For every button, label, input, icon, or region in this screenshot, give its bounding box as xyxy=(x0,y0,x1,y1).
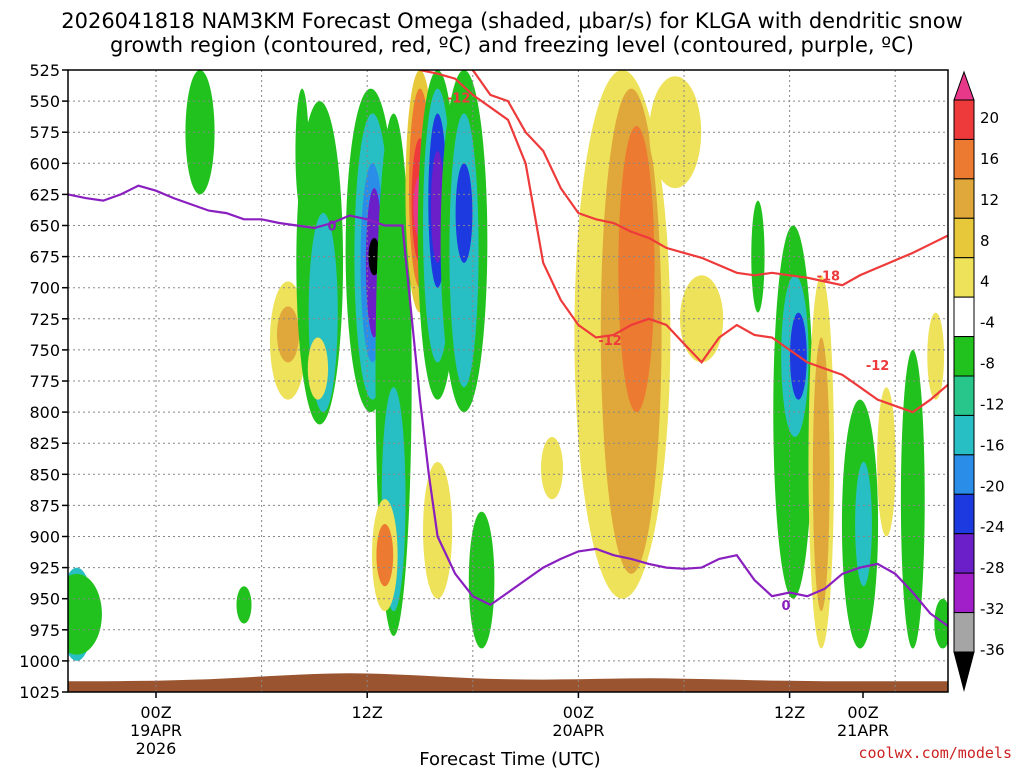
omega-cell-43 xyxy=(812,337,830,612)
colorbar-box-5 xyxy=(953,296,975,338)
y-tick-label-775: 775 xyxy=(29,372,60,391)
omega-cell-30 xyxy=(376,524,394,587)
y-tick-label-625: 625 xyxy=(29,185,60,204)
x-tick-label-2: 00Z xyxy=(563,703,594,722)
y-tick-label-550: 550 xyxy=(29,92,60,111)
freezing-label-1: 0 xyxy=(327,220,336,235)
y-tick-label-875: 875 xyxy=(29,496,60,515)
omega-cell-46 xyxy=(877,387,896,537)
y-tick-label-650: 650 xyxy=(29,217,60,236)
colorbar-box-12 xyxy=(953,572,975,614)
dgz-contour-lower xyxy=(471,70,948,287)
omega-cell-49 xyxy=(934,598,948,649)
colorbar-box-1 xyxy=(953,138,975,180)
x-tick-label-3: 12Z xyxy=(774,703,805,722)
colorbar-label-5: -4 xyxy=(980,314,995,332)
colorbar-bottom-triangle xyxy=(953,651,975,692)
colorbar-box-8 xyxy=(953,414,975,456)
colorbar-label-13: -36 xyxy=(980,641,1005,659)
omega-cell-36 xyxy=(680,275,724,363)
colorbar-box-10 xyxy=(953,493,975,535)
x-tick-date-2: 20APR xyxy=(552,721,604,740)
colorbar-label-10: -24 xyxy=(980,518,1005,536)
colorbar-box-9 xyxy=(953,454,975,495)
y-tick-label-975: 975 xyxy=(29,621,60,640)
y-tick-label-675: 675 xyxy=(29,248,60,267)
omega-cell-37 xyxy=(540,436,564,500)
omega-cell-47 xyxy=(900,349,925,649)
chart-title-line2: growth region (contoured, red, ºC) and f… xyxy=(110,33,914,57)
omega-cell-8 xyxy=(307,337,329,400)
omega-cell-1 xyxy=(68,573,102,655)
colorbar: 20 16 12 8 4 -4 -8 -12 -16 -20 -24 -28 -32 -36 xyxy=(953,70,1005,692)
omega-cell-4 xyxy=(276,306,300,363)
omega-cell-31 xyxy=(236,586,252,624)
colorbar-label-7: -12 xyxy=(980,395,1005,413)
y-tick-label-725: 725 xyxy=(29,310,60,329)
y-tick-label-700: 700 xyxy=(29,279,60,298)
x-tick-date-0: 19APR xyxy=(130,721,182,740)
axes: 525 550 575 600 625 650 675 700 725 750 775 800 825 8… xyxy=(19,61,949,758)
y-tick-label-1000: 1000 xyxy=(19,652,60,671)
terrain-fill xyxy=(68,673,948,692)
plot-content: -12 -12 -12 -18 0 0 xyxy=(68,70,948,692)
x-tick-date-4: 21APR xyxy=(837,721,889,740)
y-tick-label-950: 950 xyxy=(29,590,60,609)
y-tick-label-600: 600 xyxy=(29,154,60,173)
colorbar-label-0: 20 xyxy=(980,109,999,127)
colorbar-label-8: -16 xyxy=(980,436,1005,454)
colorbar-label-12: -32 xyxy=(980,600,1005,618)
y-tick-label-525: 525 xyxy=(29,61,60,80)
omega-cell-38 xyxy=(751,200,765,313)
freezing-label-2: 0 xyxy=(782,599,791,614)
colorbar-box-13 xyxy=(953,612,975,653)
colorbar-top-triangle xyxy=(953,70,975,101)
colorbar-label-11: -28 xyxy=(980,559,1005,577)
y-tick-label-825: 825 xyxy=(29,434,60,453)
x-tick-label-4: 00Z xyxy=(847,703,878,722)
chart-title-line1: 2026041818 NAM3KM Forecast Omega (shaded… xyxy=(61,9,963,33)
dgz-label-2: -12 xyxy=(598,334,622,349)
y-tick-label-575: 575 xyxy=(29,123,60,142)
y-tick-label-900: 900 xyxy=(29,528,60,547)
colorbar-label-6: -8 xyxy=(980,355,995,373)
colorbar-label-3: 8 xyxy=(980,232,990,250)
colorbar-label-1: 16 xyxy=(980,150,999,168)
colorbar-box-7 xyxy=(953,375,975,416)
y-tick-label-750: 750 xyxy=(29,341,60,360)
omega-cell-27 xyxy=(468,511,495,649)
y-tick-label-1025: 1025 xyxy=(19,683,60,702)
omega-cell-35 xyxy=(649,76,702,189)
y-tick-label-800: 800 xyxy=(29,403,60,422)
colorbar-box-2 xyxy=(953,178,975,219)
omega-cell-48 xyxy=(927,312,945,400)
dgz-label-3: -12 xyxy=(866,359,890,374)
colorbar-box-4 xyxy=(953,257,975,298)
x-tick-year-0: 2026 xyxy=(136,739,177,758)
omega-cell-26 xyxy=(455,163,473,263)
colorbar-box-11 xyxy=(953,533,975,574)
colorbar-box-3 xyxy=(953,217,975,259)
y-tick-label-925: 925 xyxy=(29,559,60,578)
colorbar-label-4: 4 xyxy=(980,273,990,291)
y-tick-label-850: 850 xyxy=(29,465,60,484)
freezing-level-contour xyxy=(68,184,948,627)
omega-cell-34 xyxy=(618,125,655,413)
colorbar-label-9: -20 xyxy=(980,477,1005,495)
dgz-label-1: -12 xyxy=(447,91,471,106)
credit-text[interactable]: coolwx.com/models xyxy=(858,744,1012,762)
x-axis-label: Forecast Time (UTC) xyxy=(419,749,600,768)
colorbar-label-2: 12 xyxy=(980,191,999,209)
colorbar-box-0 xyxy=(953,99,975,140)
x-tick-label-0: 00Z xyxy=(140,703,171,722)
x-tick-label-1: 12Z xyxy=(352,703,383,722)
omega-cell-45 xyxy=(855,461,872,587)
colorbar-box-6 xyxy=(953,336,975,377)
omega-cell-2 xyxy=(185,70,215,195)
dgz-contour-upper xyxy=(419,70,948,414)
dgz-label-4: -18 xyxy=(817,269,841,284)
plot-area: -12 -12 -12 -18 0 0 xyxy=(68,70,948,692)
